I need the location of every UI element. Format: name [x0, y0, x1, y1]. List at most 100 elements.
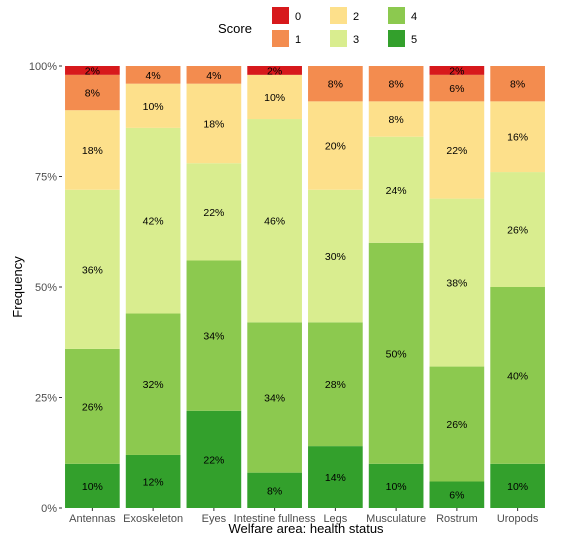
data-label: 8% [267, 485, 282, 497]
legend-swatch-5 [388, 30, 405, 47]
bar-segment-legs-score-1 [308, 66, 363, 102]
legend-label-5: 5 [411, 34, 417, 46]
bar-segment-antennas-score-5 [65, 463, 120, 508]
data-label: 2% [267, 65, 282, 77]
plot-area: 10% 26% 36% 18% 8% 2% 12% 32% 42% 10% 4% 22% 34% 22% 1… [65, 65, 545, 508]
data-label: 22% [203, 454, 224, 466]
data-label: 26% [82, 401, 103, 413]
bar-segment-intestine-fullness-score-5 [247, 472, 302, 508]
bar-segment-exoskeleton-score-2 [125, 83, 181, 128]
data-label: 42% [143, 216, 164, 228]
data-label: 18% [82, 145, 103, 157]
x-tick-label: Uropods [497, 513, 539, 525]
data-label: 26% [446, 419, 467, 431]
data-label: 10% [143, 101, 164, 113]
bar-segment-musculature-score-3 [368, 136, 424, 243]
data-label: 26% [507, 225, 528, 237]
x-tick-label: Eyes [202, 513, 227, 525]
bar-segment-uropods-score-2 [490, 101, 545, 173]
data-label: 36% [82, 264, 103, 276]
bar-segment-musculature-score-2 [368, 101, 424, 137]
data-label: 24% [386, 185, 407, 197]
legend-label-2: 2 [353, 11, 359, 23]
legend-label-4: 4 [411, 11, 417, 23]
bar-segment-legs-score-5 [308, 446, 363, 508]
x-axis: Antennas Exoskeleton Eyes Intestine fullnes… [69, 508, 539, 525]
data-label: 8% [389, 114, 404, 126]
data-label: 34% [264, 393, 285, 405]
bar-segment-rostrum-score-0 [429, 66, 485, 75]
bar-segment-intestine-fullness-score-0 [247, 66, 302, 75]
x-tick-label: Legs [323, 513, 347, 525]
bar-segment-eyes-score-2 [186, 83, 242, 164]
bar-segment-antennas-score-1 [65, 74, 120, 111]
legend-swatch-1 [272, 30, 289, 47]
data-label: 46% [264, 216, 285, 228]
bar-segment-exoskeleton-score-3 [125, 127, 181, 314]
bar-segment-rostrum-score-2 [429, 101, 485, 199]
y-axis-title: Frequency [10, 256, 25, 318]
bar-segment-musculature-score-4 [368, 242, 424, 464]
data-label: 2% [449, 65, 464, 77]
x-tick-label: Exoskeleton [123, 513, 183, 525]
bar-segment-rostrum-score-4 [429, 366, 485, 482]
legend-swatch-3 [330, 30, 347, 47]
legend-title: Score [218, 21, 252, 36]
y-tick-label: 25% [35, 393, 57, 405]
y-tick-label: 50% [35, 282, 57, 294]
data-label: 32% [143, 379, 164, 391]
data-label: 20% [325, 141, 346, 153]
legend: Score 0 1 2 3 4 5 [218, 7, 417, 47]
bar-segment-rostrum-score-5 [429, 481, 485, 508]
data-label: 8% [389, 79, 404, 91]
bar-segment-eyes-score-3 [186, 163, 242, 261]
legend-swatch-4 [388, 7, 405, 24]
bar-segment-antennas-score-3 [65, 189, 120, 349]
y-axis: 0% 25% 50% 75% 100% [29, 61, 62, 515]
data-label: 10% [507, 481, 528, 493]
data-label: 10% [264, 92, 285, 104]
data-label: 16% [507, 132, 528, 144]
data-label: 34% [203, 331, 224, 343]
data-label: 18% [203, 118, 224, 130]
data-label: 8% [328, 79, 343, 91]
data-label: 8% [510, 79, 525, 91]
data-label: 50% [386, 348, 407, 360]
bar-segment-uropods-score-5 [490, 463, 545, 508]
bar-segment-musculature-score-1 [368, 66, 424, 102]
data-label: 4% [146, 70, 161, 82]
bar-segment-eyes-score-5 [186, 410, 242, 508]
data-label: 12% [143, 476, 164, 488]
data-label: 6% [449, 490, 464, 502]
data-label: 4% [206, 70, 221, 82]
legend-swatch-2 [330, 7, 347, 24]
bar-segment-exoskeleton-score-5 [125, 454, 181, 508]
data-label: 8% [85, 88, 100, 100]
bar-segment-antennas-score-4 [65, 348, 120, 464]
bar-segment-musculature-score-5 [368, 463, 424, 508]
bar-segment-antennas-score-2 [65, 110, 120, 190]
x-axis-title: Welfare area: health status [228, 521, 384, 536]
y-tick-label: 0% [41, 503, 57, 515]
bar-segment-intestine-fullness-score-3 [247, 119, 302, 323]
data-label: 28% [325, 379, 346, 391]
data-label: 2% [85, 65, 100, 77]
legend-label-0: 0 [295, 11, 301, 23]
x-tick-label: Musculature [366, 513, 426, 525]
bar-segment-eyes-score-4 [186, 260, 242, 411]
data-label: 30% [325, 251, 346, 263]
data-label: 22% [446, 145, 467, 157]
bar-segment-rostrum-score-1 [429, 74, 485, 102]
x-tick-label: Antennas [69, 513, 116, 525]
legend-swatch-0 [272, 7, 289, 24]
x-tick-label: Rostrum [436, 513, 478, 525]
bar-segment-intestine-fullness-score-2 [247, 74, 302, 120]
bar-segment-rostrum-score-3 [429, 198, 485, 367]
y-tick-label: 100% [29, 61, 57, 73]
bar-segment-eyes-score-1 [186, 66, 242, 84]
data-label: 40% [507, 370, 528, 382]
bar-segment-exoskeleton-score-1 [125, 66, 181, 84]
legend-label-3: 3 [353, 34, 359, 46]
bar-segment-antennas-score-0 [65, 66, 120, 75]
